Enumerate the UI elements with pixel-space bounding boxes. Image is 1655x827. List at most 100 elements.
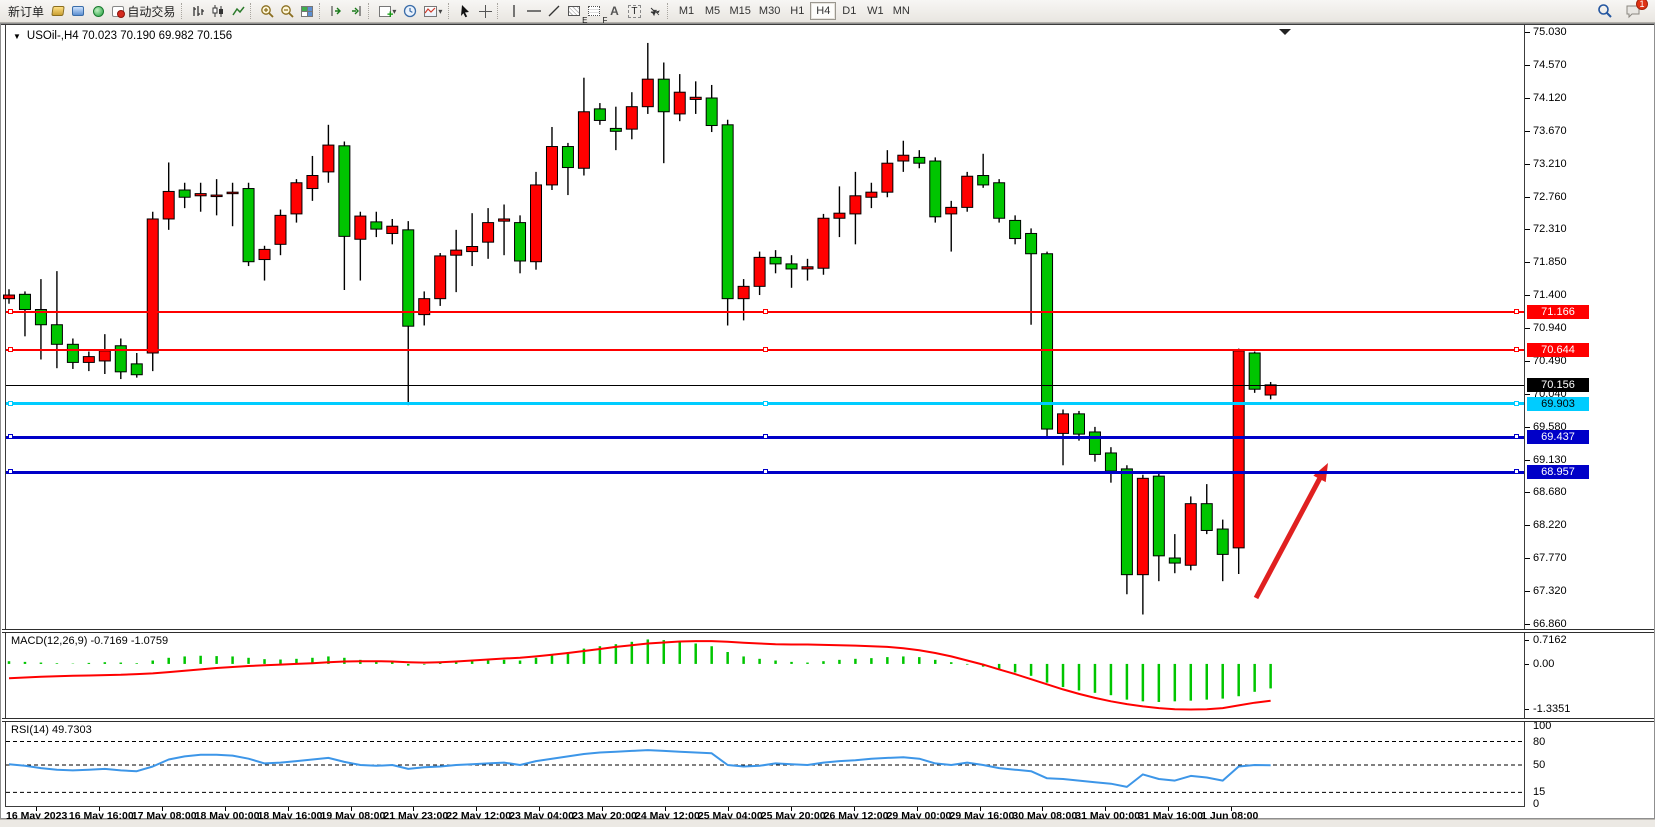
chat-icon[interactable]: 1 — [1623, 0, 1648, 21]
trendline-icon[interactable] — [544, 1, 564, 21]
candle-down — [993, 182, 1006, 219]
price-tick — [1525, 262, 1530, 264]
line-chart-icon[interactable] — [228, 1, 248, 21]
chevron-down-icon[interactable]: ▼ — [13, 31, 21, 41]
line-handle[interactable] — [8, 400, 13, 406]
price-tag: 71.166 — [1527, 305, 1589, 319]
line-handle[interactable] — [1514, 469, 1519, 474]
rsi-plot[interactable] — [6, 722, 1524, 806]
macd-plot[interactable] — [6, 633, 1524, 718]
line-handle[interactable] — [763, 309, 768, 314]
timeframe-button-m15[interactable]: M15 — [729, 5, 751, 17]
price-tick — [1525, 65, 1530, 67]
line-handle[interactable] — [1514, 309, 1519, 314]
candle-up — [322, 144, 335, 173]
candle-up — [849, 195, 862, 215]
time-tick — [790, 807, 792, 811]
candle-up — [577, 111, 590, 169]
timeframe-button-h1[interactable]: H1 — [790, 5, 805, 17]
bar-chart-icon[interactable] — [188, 1, 208, 21]
equidistant-channel-icon[interactable]: E — [564, 1, 587, 25]
periods-icon[interactable]: ▾ — [400, 1, 420, 21]
timeframe-button-h4[interactable]: H4 — [810, 2, 837, 20]
price-tick-label: 69.130 — [1533, 453, 1567, 466]
line-handle[interactable] — [8, 346, 13, 352]
main-chart-plot[interactable] — [3, 27, 1524, 629]
time-tick — [727, 807, 729, 811]
timeframe-button-mn[interactable]: MN — [892, 5, 910, 17]
time-tick — [1231, 807, 1233, 811]
candle-up — [290, 182, 303, 215]
timeframe-button-w1[interactable]: W1 — [867, 5, 884, 17]
fibonacci-icon[interactable]: F — [584, 1, 607, 25]
auto-trading-button[interactable]: 自动交易 — [108, 1, 179, 21]
text-icon[interactable]: A — [610, 4, 619, 18]
line-handle[interactable] — [763, 400, 768, 406]
price-tick-label: 71.400 — [1533, 289, 1567, 301]
market-watch-icon[interactable] — [88, 1, 108, 21]
candle-down — [1072, 413, 1085, 435]
accounts-icon[interactable] — [48, 1, 68, 21]
candle-down — [242, 188, 255, 263]
line-handle[interactable] — [763, 469, 768, 474]
terminal-icon[interactable] — [68, 1, 88, 21]
auto-trading-icon — [112, 5, 126, 18]
candle-down — [977, 175, 990, 186]
macd-axis-tick — [1525, 709, 1529, 711]
panel-separator[interactable] — [2, 718, 1654, 722]
horizontal-line-icon[interactable] — [524, 1, 544, 21]
candlestick-chart-icon[interactable] — [208, 1, 228, 21]
candle-up — [386, 225, 399, 234]
line-handle[interactable] — [1514, 346, 1519, 352]
line-handle[interactable] — [763, 434, 768, 440]
new-order-button[interactable]: 新订单 — [8, 4, 45, 19]
new-chart-icon[interactable]: ▾ — [375, 1, 400, 21]
rsi-axis-label: 0 — [1533, 798, 1540, 810]
search-icon[interactable] — [1595, 1, 1615, 21]
panel-separator[interactable] — [2, 629, 1654, 633]
candle-down — [338, 145, 351, 237]
status-bar — [0, 819, 1655, 827]
price-axis[interactable]: 75.030 74.570 74.120 73.670 73.210 72.760 72.3… — [1525, 25, 1655, 810]
trend-arrow[interactable] — [1253, 474, 1324, 600]
candle-down — [18, 293, 31, 311]
shift-marker-icon[interactable] — [1279, 29, 1291, 35]
timeframe-button-d1[interactable]: D1 — [842, 5, 857, 17]
candle-down — [370, 221, 383, 230]
price-tick — [1525, 558, 1530, 559]
price-tick — [1525, 426, 1530, 428]
candle-up — [689, 96, 702, 100]
candle-up — [418, 298, 431, 316]
timeframe-button-m5[interactable]: M5 — [704, 5, 721, 17]
macd-axis-label: 0.00 — [1533, 657, 1555, 670]
price-tick — [1525, 196, 1530, 198]
line-handle[interactable] — [8, 469, 13, 474]
vertical-line-icon[interactable] — [504, 1, 524, 21]
cursor-icon[interactable] — [455, 1, 475, 21]
line-handle[interactable] — [1514, 434, 1519, 440]
chart-shift-icon[interactable] — [326, 1, 346, 21]
candle-down — [402, 229, 415, 327]
tile-windows-icon[interactable] — [297, 1, 317, 21]
candle-up — [945, 206, 958, 215]
candle-down — [1152, 475, 1165, 557]
text-label-icon[interactable]: T — [624, 1, 644, 21]
line-handle[interactable] — [1514, 400, 1519, 406]
zoom-out-icon[interactable] — [277, 1, 297, 21]
line-handle[interactable] — [763, 346, 768, 352]
indicators-icon[interactable]: ▾ — [420, 1, 446, 21]
horizontal-level-line[interactable] — [6, 385, 1524, 387]
price-tick-label: 72.310 — [1533, 223, 1567, 236]
line-handle[interactable] — [8, 434, 13, 440]
candle-up — [434, 255, 447, 300]
chart-autoscroll-icon[interactable] — [346, 1, 366, 21]
zoom-in-icon[interactable] — [257, 1, 277, 21]
price-tag: 70.644 — [1527, 342, 1589, 357]
time-tick — [1042, 807, 1044, 811]
line-handle[interactable] — [8, 309, 13, 314]
timeframe-button-m30[interactable]: M30 — [758, 5, 781, 17]
time-tick — [350, 807, 352, 811]
crosshair-icon[interactable] — [475, 1, 495, 21]
arrows-icon[interactable]: ▾ — [645, 1, 665, 21]
timeframe-button-m1[interactable]: M1 — [678, 5, 695, 17]
